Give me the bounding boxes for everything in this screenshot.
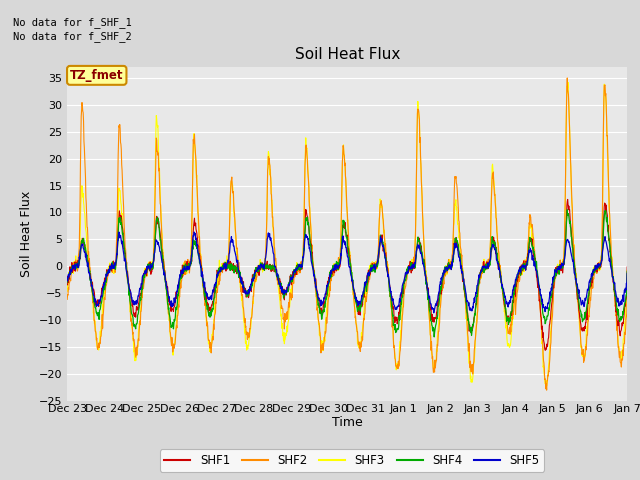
Title: Soil Heat Flux: Soil Heat Flux (294, 47, 400, 62)
Legend: SHF1, SHF2, SHF3, SHF4, SHF5: SHF1, SHF2, SHF3, SHF4, SHF5 (159, 449, 545, 472)
Y-axis label: Soil Heat Flux: Soil Heat Flux (20, 191, 33, 277)
X-axis label: Time: Time (332, 416, 363, 429)
Text: TZ_fmet: TZ_fmet (70, 69, 124, 82)
Text: No data for f_SHF_1: No data for f_SHF_1 (13, 17, 132, 28)
Text: No data for f_SHF_2: No data for f_SHF_2 (13, 31, 132, 42)
